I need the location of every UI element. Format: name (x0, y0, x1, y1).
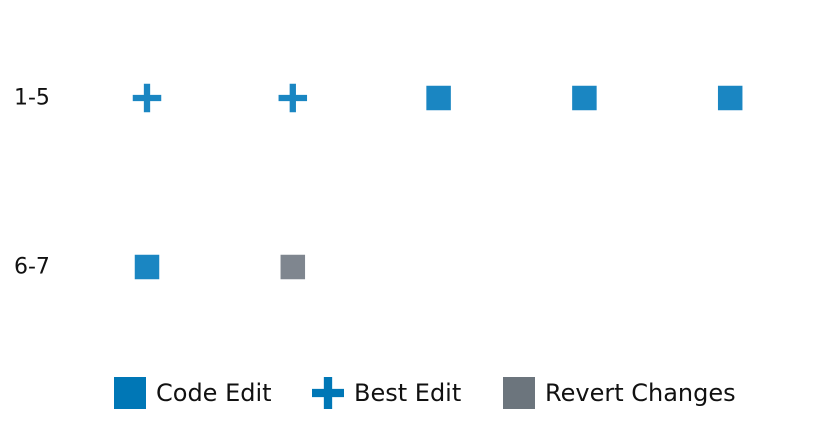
legend-swatch-code-edit (114, 377, 146, 409)
marker-6-7-1-code-edit (133, 253, 161, 281)
legend-entry-best-edit: Best Edit (312, 377, 461, 409)
rows-layer: 1-5 6-7 (14, 86, 50, 280)
marker-6-7-2-revert-changes (279, 253, 307, 281)
marker-1-5-3-code-edit (424, 84, 453, 112)
row-label-6-7: 6-7 (14, 255, 50, 280)
legend-swatch-revert-changes (503, 377, 535, 409)
legend-label-best-edit: Best Edit (354, 379, 461, 407)
legend: Code Edit Best Edit Revert Changes (114, 377, 736, 409)
row-label-1-5: 1-5 (14, 86, 50, 111)
legend-entry-code-edit: Code Edit (114, 377, 272, 409)
markers-layer (131, 82, 744, 281)
legend-swatch-best-edit (312, 377, 344, 409)
legend-label-code-edit: Code Edit (156, 379, 272, 407)
marker-1-5-5-code-edit (716, 84, 744, 112)
marker-1-5-2-best-edit (277, 82, 309, 114)
marker-1-5-1-best-edit (131, 82, 163, 114)
marker-1-5-4-code-edit (570, 84, 599, 112)
legend-entry-revert-changes: Revert Changes (503, 377, 736, 409)
legend-label-revert-changes: Revert Changes (545, 379, 736, 407)
